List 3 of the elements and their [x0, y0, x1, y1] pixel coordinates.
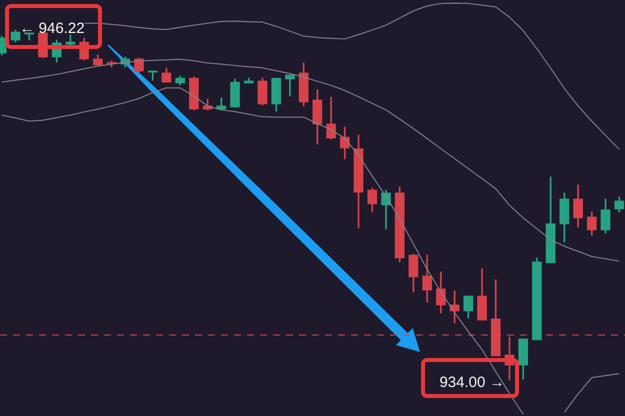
candlestick [285, 74, 295, 96]
annotation: ← 946.22 [20, 20, 85, 38]
annotation: 934.00 → [439, 374, 504, 392]
